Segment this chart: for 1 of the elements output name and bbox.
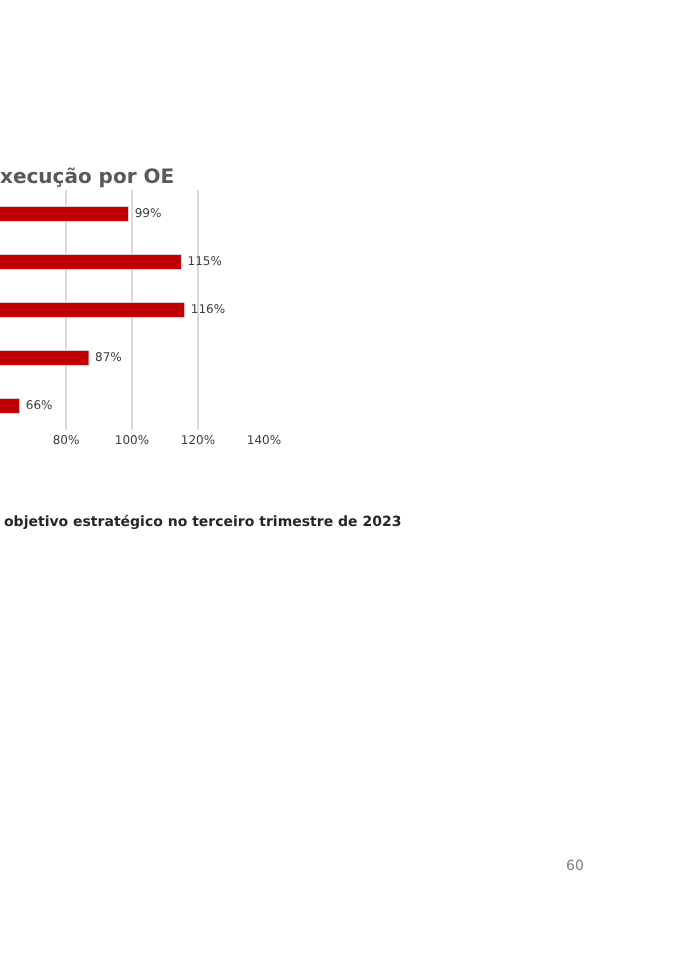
chart-title: xecução por OE xyxy=(0,167,175,189)
